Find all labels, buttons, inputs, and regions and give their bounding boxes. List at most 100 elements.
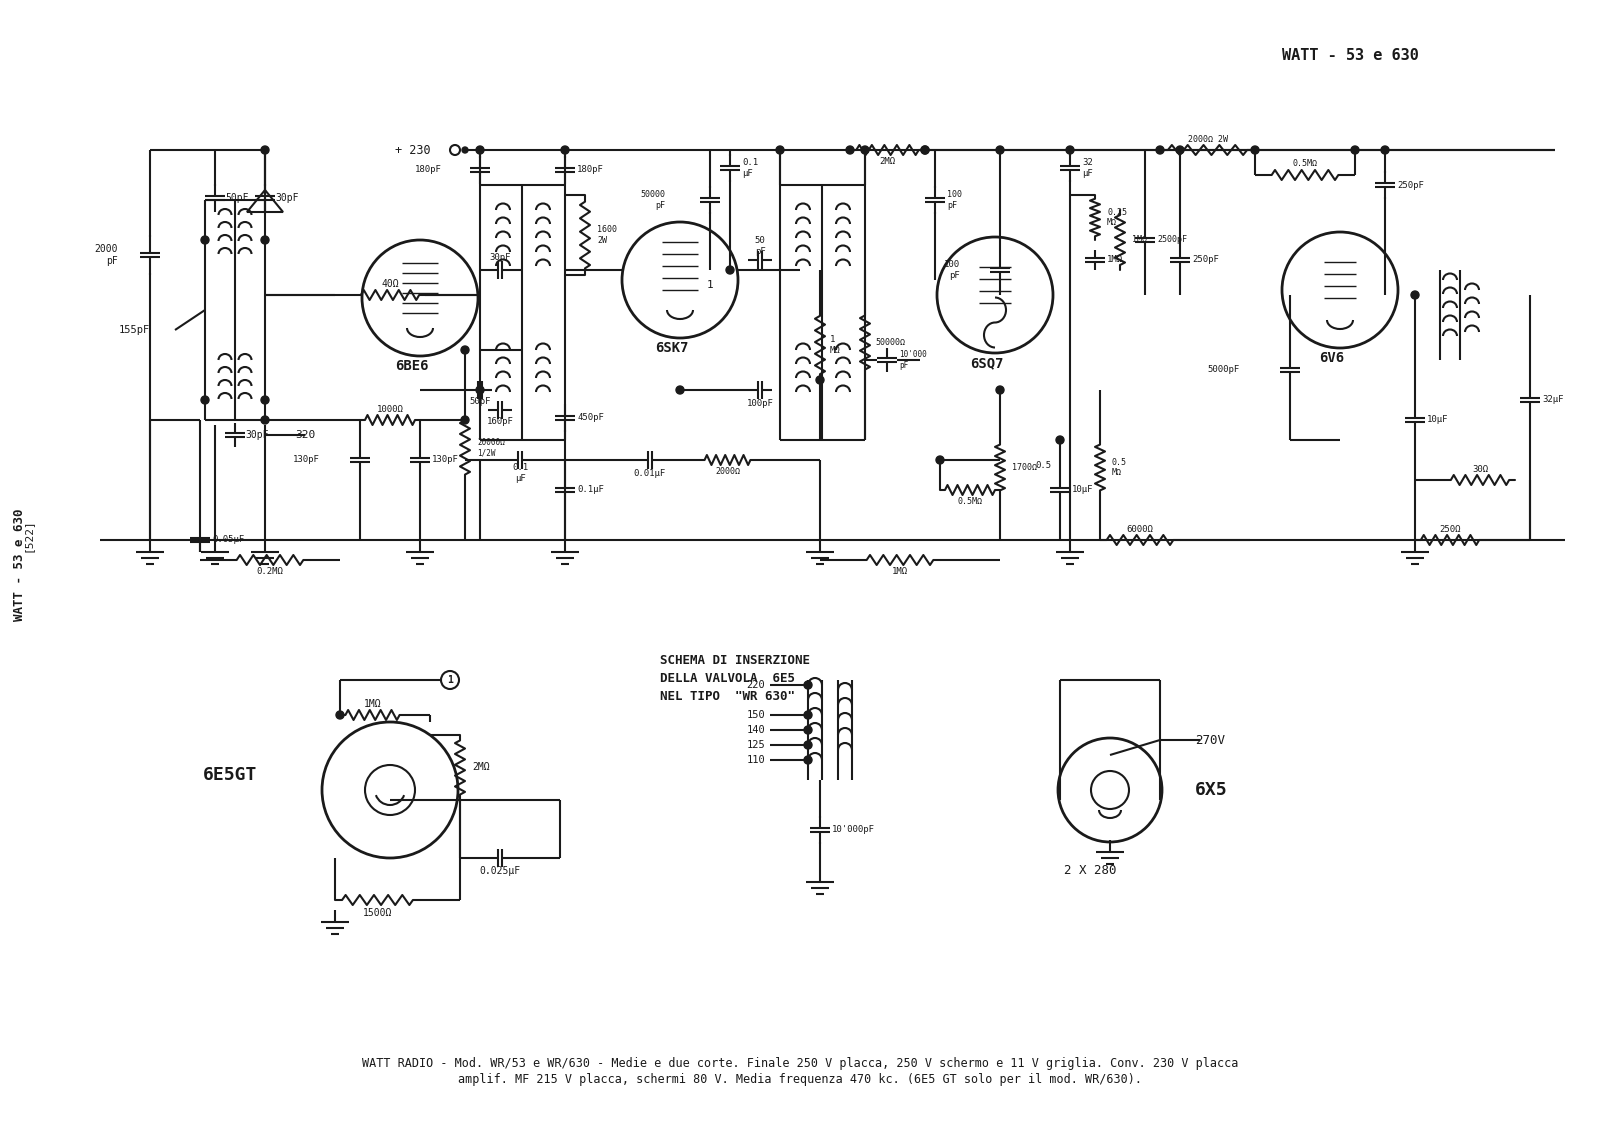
Text: 0.2MΩ: 0.2MΩ — [256, 568, 283, 577]
Text: + 230: + 230 — [395, 144, 430, 156]
Text: 100pF: 100pF — [747, 398, 773, 407]
Text: 160pF: 160pF — [486, 417, 514, 426]
Circle shape — [816, 375, 824, 385]
Circle shape — [562, 146, 570, 154]
Text: 50pF: 50pF — [469, 397, 491, 406]
Text: 30Ω: 30Ω — [1472, 465, 1488, 474]
Circle shape — [922, 146, 930, 154]
Text: 250pF: 250pF — [1397, 181, 1424, 190]
Text: 100
pF: 100 pF — [947, 190, 962, 209]
Circle shape — [726, 266, 734, 274]
Circle shape — [461, 346, 469, 354]
Text: amplif. MF 215 V placca, schermi 80 V. Media frequenza 470 kc. (6E5 GT solo per : amplif. MF 215 V placca, schermi 80 V. M… — [458, 1072, 1142, 1086]
Text: 6E5GT: 6E5GT — [203, 766, 258, 784]
Text: 6000Ω: 6000Ω — [1126, 525, 1154, 534]
Circle shape — [261, 146, 269, 154]
Circle shape — [922, 146, 930, 154]
Text: 110: 110 — [746, 756, 765, 765]
Text: 0.25
MΩ: 0.25 MΩ — [1107, 208, 1126, 227]
Text: 0.05μF: 0.05μF — [211, 535, 245, 544]
Circle shape — [1350, 146, 1358, 154]
Text: 2MΩ: 2MΩ — [880, 156, 896, 165]
Text: WATT - 53 e 630: WATT - 53 e 630 — [13, 509, 27, 621]
Circle shape — [336, 711, 344, 719]
Text: 6V6: 6V6 — [1320, 351, 1344, 365]
Text: SCHEMA DI INSERZIONE: SCHEMA DI INSERZIONE — [661, 654, 810, 666]
Text: 0.5: 0.5 — [1035, 460, 1051, 469]
Circle shape — [805, 681, 813, 689]
Text: 0.1
μF: 0.1 μF — [512, 464, 528, 483]
Circle shape — [1411, 291, 1419, 299]
Circle shape — [675, 386, 685, 394]
Text: 2MΩ: 2MΩ — [472, 762, 490, 772]
Text: 2000Ω: 2000Ω — [715, 467, 739, 476]
Text: NEL TIPO  "WR 630": NEL TIPO "WR 630" — [661, 690, 795, 702]
Text: 0.5MΩ: 0.5MΩ — [1293, 159, 1317, 169]
Text: 270V: 270V — [1195, 734, 1226, 746]
Text: 125: 125 — [746, 740, 765, 750]
Circle shape — [805, 756, 813, 765]
Circle shape — [805, 711, 813, 719]
Text: 0.1μF: 0.1μF — [578, 485, 603, 494]
Circle shape — [1251, 146, 1259, 154]
Text: WATT - 53 e 630: WATT - 53 e 630 — [1282, 48, 1419, 62]
Text: 130pF: 130pF — [432, 456, 459, 465]
Text: 1MΩ: 1MΩ — [363, 699, 381, 709]
Circle shape — [1056, 435, 1064, 444]
Text: 1MΩ: 1MΩ — [1133, 235, 1147, 244]
Text: 6X5: 6X5 — [1195, 782, 1227, 798]
Circle shape — [995, 146, 1005, 154]
Text: 320: 320 — [294, 430, 315, 440]
Circle shape — [261, 236, 269, 244]
Text: 30pF: 30pF — [245, 430, 269, 440]
Circle shape — [1176, 146, 1184, 154]
Text: 180pF: 180pF — [414, 165, 442, 174]
Text: DELLA VALVOLA  6E5: DELLA VALVOLA 6E5 — [661, 672, 795, 684]
Circle shape — [1381, 146, 1389, 154]
Circle shape — [846, 146, 854, 154]
Text: 6SQ7: 6SQ7 — [970, 356, 1003, 370]
Text: 10μF: 10μF — [1072, 485, 1093, 494]
Text: [522]: [522] — [22, 518, 34, 552]
Text: 30pF: 30pF — [490, 252, 510, 261]
Text: 1MΩ: 1MΩ — [891, 568, 909, 577]
Text: 250Ω: 250Ω — [1440, 525, 1461, 534]
Text: 6BE6: 6BE6 — [395, 359, 429, 373]
Text: 0.1
μF: 0.1 μF — [742, 158, 758, 178]
Text: 2000Ω 2W: 2000Ω 2W — [1187, 135, 1227, 144]
Text: WATT RADIO - Mod. WR/53 e WR/630 - Medie e due corte. Finale 250 V placca, 250 V: WATT RADIO - Mod. WR/53 e WR/630 - Medie… — [362, 1056, 1238, 1070]
Text: 32μF: 32μF — [1542, 396, 1563, 405]
Text: 100
pF: 100 pF — [944, 260, 960, 279]
Text: 1000Ω: 1000Ω — [376, 405, 403, 414]
Text: 150: 150 — [746, 710, 765, 720]
Text: 20000Ω
1/2W: 20000Ω 1/2W — [477, 438, 504, 457]
Text: 50
pF: 50 pF — [755, 236, 765, 256]
Text: 30pF: 30pF — [275, 193, 299, 202]
Circle shape — [477, 146, 483, 154]
Circle shape — [861, 146, 869, 154]
Text: 450pF: 450pF — [578, 414, 603, 423]
Circle shape — [261, 416, 269, 424]
Text: 1
MΩ: 1 MΩ — [830, 335, 840, 355]
Text: 1MΩ: 1MΩ — [1107, 256, 1123, 265]
Text: 0.5
MΩ: 0.5 MΩ — [1112, 458, 1126, 477]
Text: 180pF: 180pF — [578, 165, 603, 174]
Text: 6SK7: 6SK7 — [656, 342, 688, 355]
Text: 140: 140 — [746, 725, 765, 735]
Text: 5000pF: 5000pF — [1208, 365, 1240, 374]
Circle shape — [261, 396, 269, 404]
Text: 50000
pF: 50000 pF — [640, 190, 666, 209]
Text: 10'000pF: 10'000pF — [832, 826, 875, 835]
Circle shape — [936, 456, 944, 464]
Circle shape — [805, 741, 813, 749]
Circle shape — [461, 416, 469, 424]
Text: 0.5MΩ: 0.5MΩ — [957, 498, 982, 507]
Text: 220: 220 — [746, 680, 765, 690]
Text: 1700Ω: 1700Ω — [1013, 463, 1037, 472]
Circle shape — [805, 726, 813, 734]
Circle shape — [1155, 146, 1165, 154]
Text: 2000
pF: 2000 pF — [94, 244, 118, 266]
Text: 130pF: 130pF — [293, 456, 320, 465]
Circle shape — [202, 396, 210, 404]
Text: 0.01μF: 0.01μF — [634, 468, 666, 477]
